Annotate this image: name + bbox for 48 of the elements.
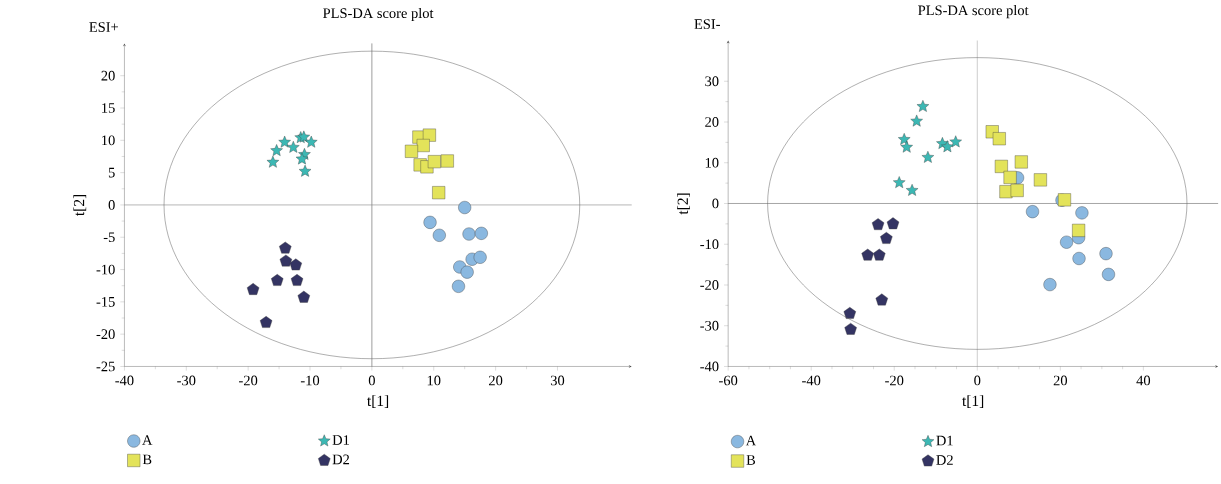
x-tick-label: -40 (115, 375, 134, 386)
legend-label: D1 (936, 435, 953, 446)
y-tick-label: 0 (108, 199, 115, 210)
y-tick-label: 20 (705, 117, 719, 127)
y-tick-label: -5 (103, 232, 115, 242)
y-tick-label: -10 (700, 239, 719, 250)
x-tick-label: 10 (427, 375, 441, 386)
x-tick-label: 20 (489, 375, 503, 386)
legend-label: A (142, 435, 153, 445)
y-tick-label: -15 (96, 296, 115, 307)
y-tick-label: 30 (705, 76, 719, 87)
y-tick-label: -25 (96, 361, 115, 372)
y-tick-label: -20 (96, 329, 115, 339)
y-tick-label: 10 (705, 157, 719, 168)
x-tick-label: -40 (802, 375, 821, 386)
text: ESI- (694, 19, 720, 29)
y-tick-label: 20 (101, 70, 115, 81)
legend-label: D2 (332, 454, 350, 465)
x-tick-label: 30 (550, 375, 565, 386)
legend-label: D2 (936, 455, 953, 465)
x-axis-title: t[1] (367, 395, 389, 408)
x-tick-label: -10 (300, 375, 320, 386)
x-axis-title: t[1] (962, 395, 984, 408)
x-tick-label: -60 (719, 375, 738, 386)
y-tick-label: 0 (712, 198, 719, 209)
legend-label: A (745, 435, 757, 446)
legend-label: B (746, 455, 756, 465)
y-axis-title: t[2] (677, 193, 690, 215)
x-tick-label: 20 (1053, 375, 1068, 386)
y-tick-label: -10 (96, 264, 115, 275)
x-tick-label: -30 (177, 375, 196, 386)
x-tick-label: 0 (368, 375, 375, 386)
x-tick-label: -20 (885, 375, 904, 386)
legend-label: B (142, 454, 152, 465)
legend-label: D1 (332, 435, 349, 445)
y-tick-label: -40 (700, 361, 719, 372)
y-axis-title: t[2] (73, 194, 87, 216)
text: ESI+ (89, 22, 118, 32)
y-tick-label: -30 (700, 320, 719, 331)
y-tick-label: -20 (700, 280, 719, 290)
y-tick-label: 15 (102, 103, 115, 113)
x-tick-label: -20 (239, 375, 258, 386)
y-tick-label: 10 (102, 135, 115, 146)
chart-title: PLS-DA score plot (918, 4, 1029, 19)
chart-title: PLS-DA score plot (323, 7, 434, 21)
x-tick-label: 0 (974, 375, 981, 386)
x-tick-label: 40 (1136, 375, 1151, 386)
y-tick-label: 5 (108, 167, 115, 178)
